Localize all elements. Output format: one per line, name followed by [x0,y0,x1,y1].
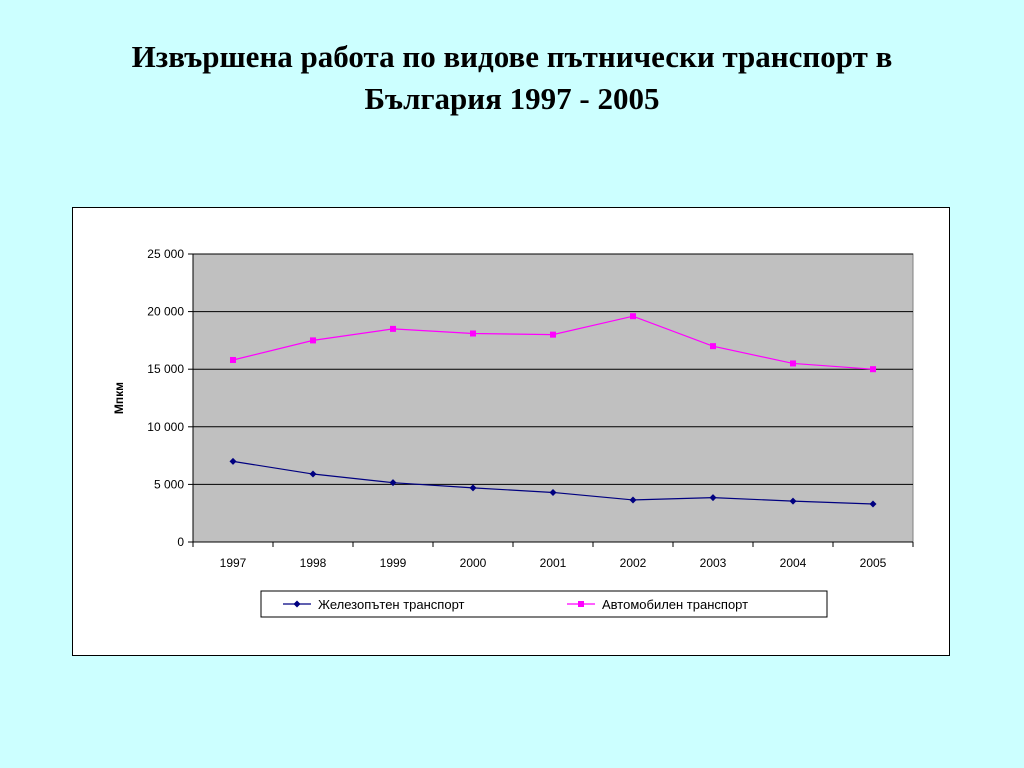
x-tick-label: 2002 [620,556,647,570]
series-2-point [390,325,396,332]
series-1-point [389,479,397,487]
slide-title-line-2: България 1997 - 2005 [364,81,660,116]
series-2-point [710,343,716,350]
series-2-point [630,313,636,320]
legend-marker-1 [293,600,301,608]
slide-title: Извършена работа по видове пътнически тр… [60,36,964,120]
legend-marker-2 [578,601,584,607]
legend-label-2: Автомобилен транспорт [602,597,748,612]
series-1-point [869,500,877,508]
series-1-point [549,488,557,496]
series-2-point [550,331,556,338]
series-2-point [230,356,236,363]
x-tick-label: 1997 [220,556,247,570]
series-2-point [790,360,796,367]
slide-title-line-1: Извършена работа по видове пътнически тр… [131,39,893,74]
y-tick-label: 0 [177,535,184,549]
series-2-point [310,337,316,344]
y-tick-label: 15 000 [147,362,184,376]
series-2-point [470,330,476,337]
x-tick-label: 1999 [380,556,407,570]
x-tick-label: 2003 [700,556,727,570]
x-tick-label: 2004 [780,556,807,570]
series-1-point [229,457,237,465]
x-tick-label: 1998 [300,556,327,570]
chart-frame: 0 5 000 10 000 15 000 20 000 25 000 1997 1998 19… [72,207,950,656]
y-tick-label: 20 000 [147,305,184,319]
series-1-point [469,484,477,492]
x-tick-label: 2000 [460,556,487,570]
series-2-point [870,366,876,373]
y-tick-label: 25 000 [147,247,184,261]
series-1-point [309,470,317,478]
series-1-point [709,494,717,502]
series-1-point [789,497,797,505]
x-tick-label: 2001 [540,556,567,570]
series-1-point [629,496,637,504]
legend-box [260,590,828,618]
x-tick-label: 2005 [860,556,887,570]
line-chart: 0 5 000 10 000 15 000 20 000 25 000 1997 1998 19… [112,247,914,618]
y-axis-label: Мпкм [112,382,126,414]
legend-label-1: Железопътен транспорт [318,597,465,612]
plot-area [192,253,914,543]
y-tick-label: 5 000 [154,477,184,491]
y-tick-label: 10 000 [147,420,184,434]
